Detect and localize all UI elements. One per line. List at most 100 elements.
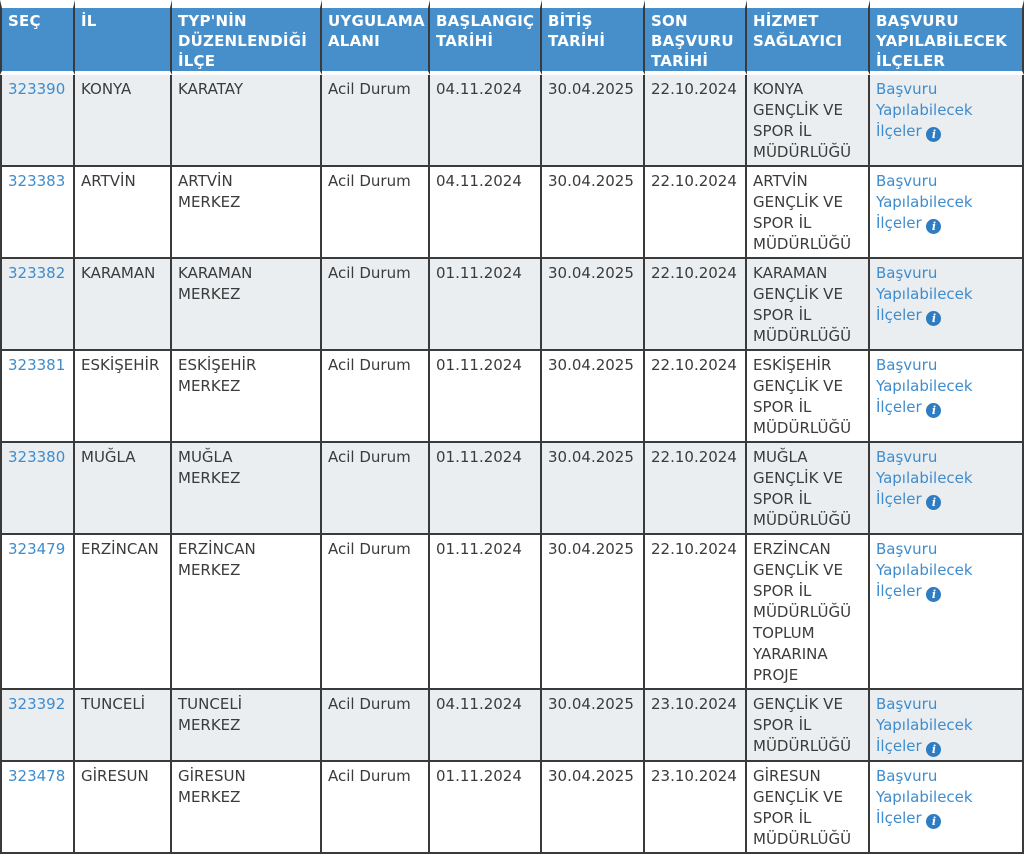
cell-basvuru-ilceler: Başvuru Yapılabilecek İlçeler i	[870, 75, 1024, 167]
cell-baslangic-tarihi: 01.11.2024	[430, 351, 542, 443]
apply-districts-label: Başvuru Yapılabilecek İlçeler	[876, 767, 973, 827]
info-icon[interactable]: i	[926, 495, 942, 510]
application-id-link[interactable]: 323383	[8, 172, 66, 190]
apply-districts-label: Başvuru Yapılabilecek İlçeler	[876, 264, 973, 324]
cell-baslangic-tarihi: 01.11.2024	[430, 443, 542, 535]
application-id-link[interactable]: 323380	[8, 448, 66, 466]
cell-sec: 323383	[0, 167, 75, 259]
application-id-link[interactable]: 323382	[8, 264, 66, 282]
cell-il: KONYA	[75, 75, 172, 167]
cell-ilce: ESKİŞEHİR MERKEZ	[172, 351, 322, 443]
cell-ilce: ARTVİN MERKEZ	[172, 167, 322, 259]
cell-hizmet-saglayici: KONYA GENÇLİK VE SPOR İL MÜDÜRLÜĞÜ	[747, 75, 870, 167]
cell-bitis-tarihi: 30.04.2025	[542, 762, 645, 854]
cell-baslangic-tarihi: 04.11.2024	[430, 75, 542, 167]
cell-sec: 323478	[0, 762, 75, 854]
cell-baslangic-tarihi: 01.11.2024	[430, 259, 542, 351]
cell-ilce: ERZİNCAN MERKEZ	[172, 535, 322, 690]
cell-son-basvuru-tarihi: 22.10.2024	[645, 535, 747, 690]
cell-il: ARTVİN	[75, 167, 172, 259]
apply-districts-link[interactable]: Başvuru Yapılabilecek İlçeler i	[876, 172, 973, 234]
cell-il: ERZİNCAN	[75, 535, 172, 690]
column-header-son: SON BAŞVURU TARİHİ	[645, 0, 747, 75]
cell-il: TUNCELİ	[75, 690, 172, 762]
apply-districts-label: Başvuru Yapılabilecek İlçeler	[876, 540, 973, 600]
cell-basvuru-ilceler: Başvuru Yapılabilecek İlçeler i	[870, 167, 1024, 259]
cell-ilce: MUĞLA MERKEZ	[172, 443, 322, 535]
application-id-link[interactable]: 323390	[8, 80, 66, 98]
cell-bitis-tarihi: 30.04.2025	[542, 351, 645, 443]
cell-il: MUĞLA	[75, 443, 172, 535]
table-row: 323382 KARAMAN KARAMAN MERKEZ Acil Durum…	[0, 259, 1024, 351]
cell-hizmet-saglayici: MUĞLA GENÇLİK VE SPOR İL MÜDÜRLÜĞÜ	[747, 443, 870, 535]
cell-son-basvuru-tarihi: 23.10.2024	[645, 762, 747, 854]
cell-basvuru-ilceler: Başvuru Yapılabilecek İlçeler i	[870, 443, 1024, 535]
cell-basvuru-ilceler: Başvuru Yapılabilecek İlçeler i	[870, 259, 1024, 351]
column-header-bitis: BİTİŞ TARİHİ	[542, 0, 645, 75]
cell-baslangic-tarihi: 01.11.2024	[430, 762, 542, 854]
info-icon[interactable]: i	[926, 311, 942, 326]
cell-il: GİRESUN	[75, 762, 172, 854]
table-row: 323381 ESKİŞEHİR ESKİŞEHİR MERKEZ Acil D…	[0, 351, 1024, 443]
cell-ilce: KARATAY	[172, 75, 322, 167]
cell-bitis-tarihi: 30.04.2025	[542, 167, 645, 259]
apply-districts-label: Başvuru Yapılabilecek İlçeler	[876, 695, 973, 755]
cell-ilce: GİRESUN MERKEZ	[172, 762, 322, 854]
info-icon[interactable]: i	[926, 219, 942, 234]
cell-baslangic-tarihi: 04.11.2024	[430, 167, 542, 259]
apply-districts-label: Başvuru Yapılabilecek İlçeler	[876, 172, 973, 232]
cell-bitis-tarihi: 30.04.2025	[542, 535, 645, 690]
table-row: 323478 GİRESUN GİRESUN MERKEZ Acil Durum…	[0, 762, 1024, 854]
cell-sec: 323380	[0, 443, 75, 535]
application-id-link[interactable]: 323479	[8, 540, 66, 558]
column-header-ilce: TYP'NİN DÜZENLENDİĞİ İLÇE	[172, 0, 322, 75]
application-id-link[interactable]: 323381	[8, 356, 66, 374]
apply-districts-link[interactable]: Başvuru Yapılabilecek İlçeler i	[876, 540, 973, 602]
cell-sec: 323381	[0, 351, 75, 443]
table-row: 323392 TUNCELİ TUNCELİ MERKEZ Acil Durum…	[0, 690, 1024, 762]
apply-districts-link[interactable]: Başvuru Yapılabilecek İlçeler i	[876, 80, 973, 142]
column-header-alan: UYGULAMA ALANI	[322, 0, 430, 75]
cell-uygulama-alani: Acil Durum	[322, 443, 430, 535]
table-row: 323383 ARTVİN ARTVİN MERKEZ Acil Durum 0…	[0, 167, 1024, 259]
info-icon[interactable]: i	[926, 814, 942, 829]
apply-districts-link[interactable]: Başvuru Yapılabilecek İlçeler i	[876, 264, 973, 326]
info-icon[interactable]: i	[926, 587, 942, 602]
cell-sec: 323392	[0, 690, 75, 762]
column-header-saglayici: HİZMET SAĞLAYICI	[747, 0, 870, 75]
cell-bitis-tarihi: 30.04.2025	[542, 690, 645, 762]
apply-districts-link[interactable]: Başvuru Yapılabilecek İlçeler i	[876, 695, 973, 757]
cell-uygulama-alani: Acil Durum	[322, 351, 430, 443]
application-id-link[interactable]: 323392	[8, 695, 66, 713]
cell-uygulama-alani: Acil Durum	[322, 75, 430, 167]
cell-basvuru-ilceler: Başvuru Yapılabilecek İlçeler i	[870, 690, 1024, 762]
cell-ilce: TUNCELİ MERKEZ	[172, 690, 322, 762]
cell-basvuru-ilceler: Başvuru Yapılabilecek İlçeler i	[870, 351, 1024, 443]
cell-son-basvuru-tarihi: 22.10.2024	[645, 167, 747, 259]
apply-districts-link[interactable]: Başvuru Yapılabilecek İlçeler i	[876, 356, 973, 418]
table-row: 323390 KONYA KARATAY Acil Durum 04.11.20…	[0, 75, 1024, 167]
column-header-baslangic: BAŞLANGIÇ TARİHİ	[430, 0, 542, 75]
cell-son-basvuru-tarihi: 22.10.2024	[645, 443, 747, 535]
apply-districts-link[interactable]: Başvuru Yapılabilecek İlçeler i	[876, 448, 973, 510]
cell-hizmet-saglayici: ARTVİN GENÇLİK VE SPOR İL MÜDÜRLÜĞÜ	[747, 167, 870, 259]
cell-uygulama-alani: Acil Durum	[322, 259, 430, 351]
apply-districts-link[interactable]: Başvuru Yapılabilecek İlçeler i	[876, 767, 973, 829]
column-header-il: İL	[75, 0, 172, 75]
cell-bitis-tarihi: 30.04.2025	[542, 259, 645, 351]
cell-hizmet-saglayici: ERZİNCAN GENÇLİK VE SPOR İL MÜDÜRLÜĞÜ TO…	[747, 535, 870, 690]
cell-hizmet-saglayici: KARAMAN GENÇLİK VE SPOR İL MÜDÜRLÜĞÜ	[747, 259, 870, 351]
column-header-sec: SEÇ	[0, 0, 75, 75]
cell-uygulama-alani: Acil Durum	[322, 535, 430, 690]
cell-son-basvuru-tarihi: 23.10.2024	[645, 690, 747, 762]
info-icon[interactable]: i	[926, 742, 942, 757]
cell-sec: 323382	[0, 259, 75, 351]
cell-son-basvuru-tarihi: 22.10.2024	[645, 259, 747, 351]
table-row: 323380 MUĞLA MUĞLA MERKEZ Acil Durum 01.…	[0, 443, 1024, 535]
info-icon[interactable]: i	[926, 127, 942, 142]
cell-uygulama-alani: Acil Durum	[322, 762, 430, 854]
apply-districts-label: Başvuru Yapılabilecek İlçeler	[876, 80, 973, 140]
info-icon[interactable]: i	[926, 403, 942, 418]
application-id-link[interactable]: 323478	[8, 767, 66, 785]
